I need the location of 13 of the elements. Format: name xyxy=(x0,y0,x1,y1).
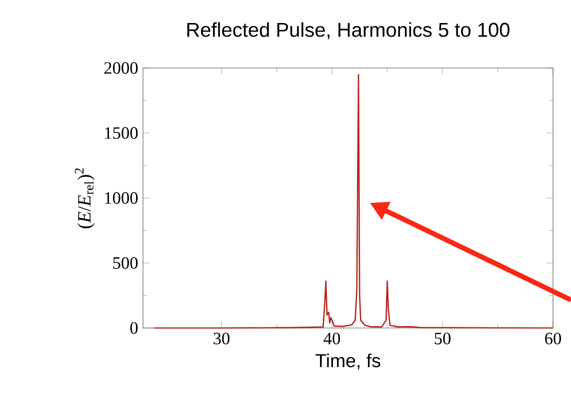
x-tick-label: 60 xyxy=(545,332,562,344)
chart-title: Reflected Pulse, Harmonics 5 to 100 xyxy=(187,22,510,40)
line-series xyxy=(153,74,554,329)
x-tick-label: 30 xyxy=(214,332,230,344)
x-tick-label: 50 xyxy=(434,332,450,344)
x-tick-label: 40 xyxy=(324,332,340,344)
y-tick-label: 0 xyxy=(130,322,138,334)
x-axis-title: Time, fs xyxy=(316,354,380,370)
y-tick-label: 2000 xyxy=(104,62,138,74)
y-tick-label: 1500 xyxy=(105,127,138,139)
y-tick-label: 500 xyxy=(113,257,138,269)
y-tick-label: 1000 xyxy=(105,192,138,204)
y-axis-title: (E/E$_{rel}$)$^{2}$ xyxy=(74,168,94,228)
